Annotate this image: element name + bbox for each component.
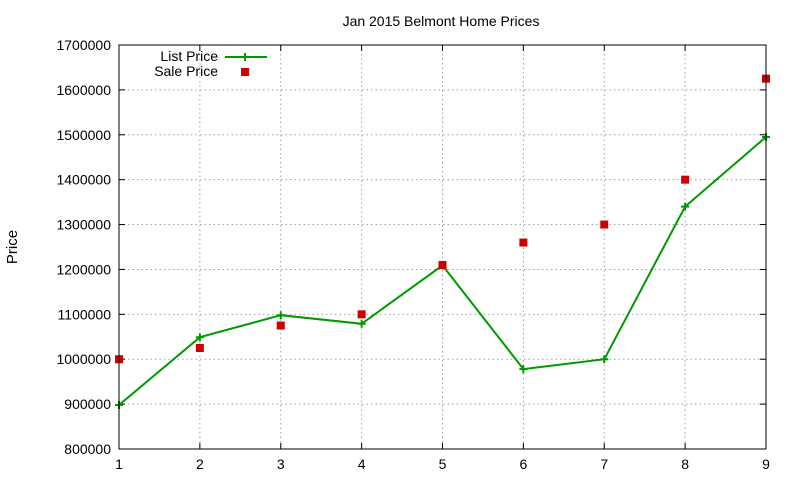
legend-marker-sale-price [241,68,249,76]
legend-label-list-price: List Price [160,48,218,64]
sale-price-point [600,220,609,229]
sale-price-point [519,238,528,247]
list-price-point [357,319,366,328]
x-tick-label: 7 [600,456,608,472]
legend: List Price Sale Price [154,48,267,79]
x-tick-label: 3 [277,456,285,472]
y-axis-label: Price [4,230,21,264]
x-tick-label: 1 [115,456,123,472]
y-tick-label: 1200000 [56,261,111,277]
legend-marker-list-price [241,53,249,61]
x-tick-label: 2 [196,456,204,472]
y-tick-label: 1500000 [56,127,111,143]
x-axis-tick-labels: 1 2 3 4 5 6 7 8 9 [115,456,770,472]
list-price-point [681,202,690,211]
sale-price-point [195,344,204,352]
x-tick-label: 9 [762,456,770,472]
chart-title: Jan 2015 Belmont Home Prices [343,13,540,29]
sale-price-point [681,175,690,184]
y-tick-label: 900000 [64,396,111,412]
y-tick-label: 1100000 [58,306,112,322]
y-tick-label: 1700000 [56,37,111,53]
y-tick-label: 800000 [64,441,111,457]
grid [119,45,766,449]
plot-frame [118,44,767,450]
list-price-point [195,333,204,342]
list-price-point [600,355,609,364]
y-axis-tick-labels: 800000 900000 1000000 1100000 1200000 1300000… [56,37,111,457]
y-tick-label: 1300000 [56,217,111,233]
y-tick-label: 1600000 [56,82,111,98]
x-tick-label: 8 [681,456,689,472]
x-tick-label: 4 [358,456,366,472]
sale-price-point [276,321,285,330]
y-tick-label: 1400000 [56,172,111,188]
sale-price-point [357,310,366,319]
sale-price-point [438,260,447,269]
y-tick-label: 1000000 [56,351,111,367]
legend-label-sale-price: Sale Price [154,63,218,79]
list-price-point [519,365,528,374]
x-tick-label: 5 [439,456,447,472]
x-tick-label: 6 [519,456,527,472]
plot-series [115,74,770,410]
list-price-point [276,311,285,320]
